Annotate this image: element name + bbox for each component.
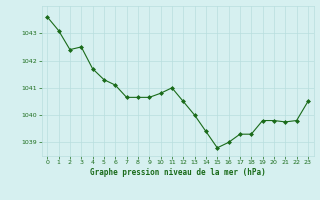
X-axis label: Graphe pression niveau de la mer (hPa): Graphe pression niveau de la mer (hPa)	[90, 168, 266, 177]
